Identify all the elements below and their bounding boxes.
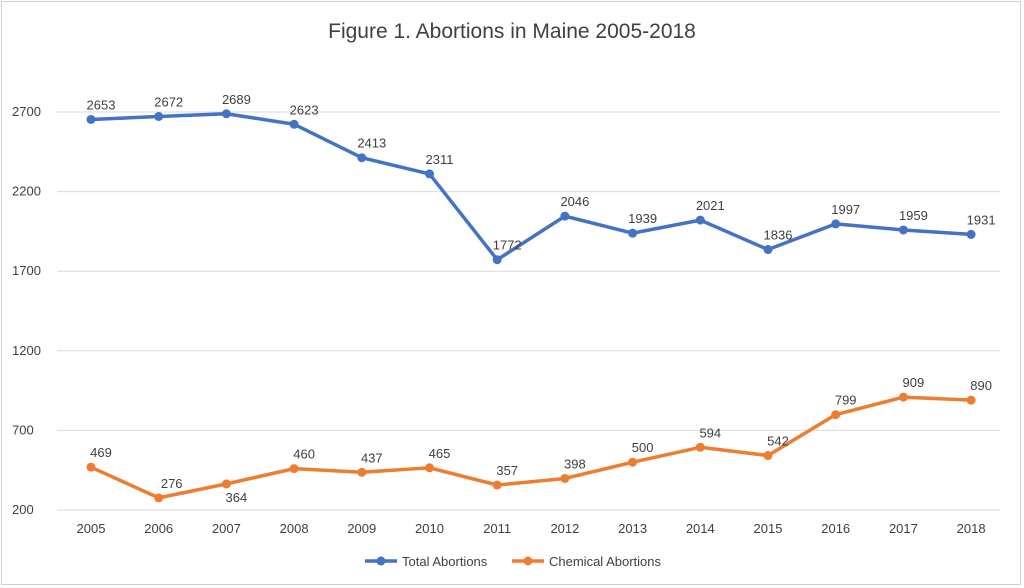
data-point	[289, 464, 299, 474]
data-point	[154, 111, 164, 121]
data-point	[695, 215, 705, 225]
data-point	[628, 457, 638, 467]
x-tick-label: 2009	[347, 521, 376, 536]
data-label: 594	[699, 425, 721, 440]
y-tick-label: 700	[12, 422, 34, 437]
data-label: 357	[496, 463, 518, 478]
data-label: 1959	[899, 208, 928, 223]
data-label: 1931	[967, 212, 996, 227]
data-point	[221, 109, 231, 119]
data-label: 469	[90, 445, 112, 460]
data-label: 2021	[696, 198, 725, 213]
series-line	[90, 395, 972, 500]
x-tick-label: 2008	[280, 521, 309, 536]
legend-label: Chemical Abortions	[549, 554, 661, 569]
x-tick-label: 2012	[550, 521, 579, 536]
data-point	[695, 442, 705, 452]
x-tick-label: 2014	[686, 521, 715, 536]
data-label: 909	[903, 375, 925, 390]
data-point	[898, 225, 908, 235]
data-point	[425, 463, 434, 473]
data-label: 500	[632, 440, 654, 455]
gridlines	[57, 111, 1000, 511]
data-point	[560, 473, 570, 483]
data-label: 2689	[222, 92, 251, 107]
series-chemical-abortions: 469 276 364 460 437 465 357 398 500 594 542 799 909 8…	[86, 375, 992, 505]
data-point	[289, 119, 299, 129]
x-tick-label: 2013	[618, 521, 647, 536]
data-label: 2672	[154, 94, 183, 109]
data-label: 1772	[493, 238, 522, 253]
legend: Total Abortions Chemical Abortions	[365, 554, 661, 569]
data-label: 460	[293, 447, 315, 462]
y-tick-label: 2200	[12, 184, 41, 199]
x-tick-label: 2005	[77, 521, 106, 536]
x-tick-label: 2015	[754, 521, 783, 536]
legend-item: Total Abortions	[365, 554, 488, 569]
data-point	[831, 410, 841, 420]
x-tick-label: 2010	[415, 521, 444, 536]
chart-title: Figure 1. Abortions in Maine 2005-2018	[328, 20, 696, 43]
data-label: 799	[835, 393, 857, 408]
data-point	[492, 255, 502, 265]
data-point	[492, 480, 502, 490]
series-line	[90, 112, 972, 262]
y-axis-ticks: 200 700 1200 1700 2200 2700	[12, 104, 41, 517]
data-point	[966, 229, 976, 239]
legend-item: Chemical Abortions	[512, 554, 661, 569]
y-tick-label: 2700	[12, 104, 41, 119]
data-label: 2413	[357, 136, 386, 151]
y-tick-label: 1700	[12, 263, 41, 278]
x-tick-label: 2016	[821, 521, 850, 536]
data-point	[628, 228, 638, 238]
y-tick-label: 200	[12, 502, 34, 517]
data-point	[154, 493, 164, 503]
data-point	[763, 245, 773, 255]
data-label: 2046	[560, 194, 589, 209]
data-label: 465	[429, 446, 451, 461]
data-point	[86, 462, 96, 472]
x-tick-label: 2011	[483, 521, 511, 536]
data-label: 1997	[831, 202, 860, 217]
legend-marker	[376, 556, 386, 566]
data-point	[966, 395, 976, 405]
data-point	[898, 392, 908, 402]
data-label: 2311	[426, 152, 454, 167]
data-label: 398	[564, 456, 586, 471]
data-label: 890	[970, 378, 992, 393]
x-tick-label: 2007	[212, 521, 241, 536]
data-point	[425, 169, 434, 179]
data-label: 2653	[87, 97, 116, 112]
data-label: 1836	[764, 228, 793, 243]
data-point	[560, 211, 570, 221]
x-tick-label: 2006	[144, 521, 173, 536]
series-layer: 2653 2672 2689 2623 2413 2311 1772 2046 1939 2021…	[86, 92, 996, 505]
data-point	[357, 467, 367, 477]
data-point	[86, 114, 96, 124]
legend-label: Total Abortions	[402, 554, 488, 569]
x-axis-ticks: 2005 2006 2007 2008 2009 2010 2011 2012 2013 2014…	[77, 521, 986, 536]
x-tick-label: 2018	[957, 521, 986, 536]
data-label: 542	[767, 434, 789, 449]
data-point	[221, 479, 231, 489]
legend-marker	[523, 556, 533, 566]
data-label: 2623	[290, 102, 319, 117]
data-label: 364	[226, 490, 248, 505]
y-tick-label: 1200	[12, 343, 41, 358]
data-point	[831, 219, 841, 229]
data-point	[357, 153, 367, 163]
series-total-abortions: 2653 2672 2689 2623 2413 2311 1772 2046 1939 2021…	[86, 92, 996, 265]
x-tick-label: 2017	[889, 521, 918, 536]
data-label: 276	[161, 476, 183, 491]
data-label: 437	[361, 450, 383, 465]
data-point	[763, 451, 773, 461]
data-label: 1939	[628, 211, 657, 226]
